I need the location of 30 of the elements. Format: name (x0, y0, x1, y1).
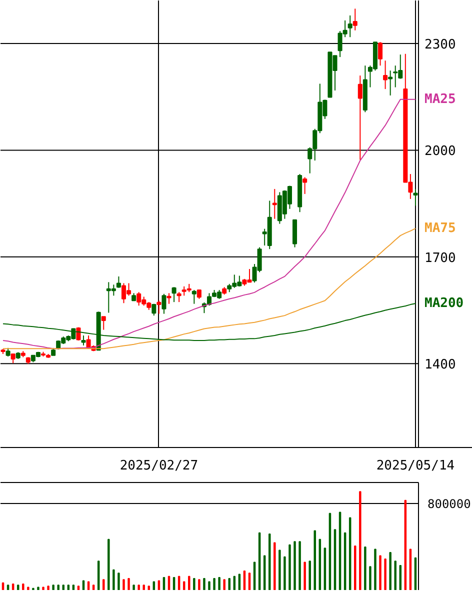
candlestick (413, 188, 418, 206)
candlestick (292, 219, 298, 248)
candlestick (272, 188, 277, 220)
candlestick (358, 75, 362, 160)
y-tick-label: 2000 (424, 144, 456, 160)
candlestick (348, 14, 352, 38)
x-tick-label: 2025/05/14 (376, 458, 455, 474)
candlestick (172, 286, 176, 303)
y-tick-label: 1700 (424, 250, 456, 266)
y-tick-label: 2300 (424, 38, 456, 53)
candlestick (352, 8, 358, 31)
candlestick (176, 292, 182, 303)
candlestick (192, 289, 196, 304)
candlestick (116, 276, 121, 288)
series-label: MA75 (424, 220, 456, 236)
candlestick (388, 70, 393, 96)
candlestick (10, 353, 16, 364)
candlestick (166, 292, 172, 304)
series-label: MA200 (424, 296, 464, 311)
candlestick (162, 293, 166, 314)
candlestick (378, 42, 383, 66)
y-tick-label: 800000 (428, 497, 471, 512)
candlestick (302, 176, 308, 194)
candlestick (156, 300, 162, 314)
candlestick (81, 334, 86, 346)
candlestick (101, 316, 106, 330)
candlestick (383, 60, 388, 90)
series-label: MA25 (424, 92, 456, 107)
y-tick-label: 1400 (424, 358, 456, 373)
x-tick-label: 2025/02/27 (120, 458, 198, 474)
